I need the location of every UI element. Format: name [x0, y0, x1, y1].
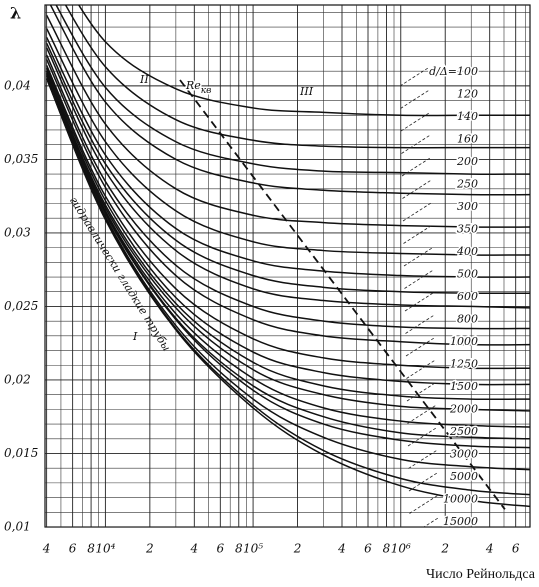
legend-label: 140 [457, 110, 478, 123]
curve [45, 47, 530, 309]
legend-label: 800 [457, 313, 478, 326]
curve [77, 5, 530, 117]
legend-label: 15000 [443, 515, 478, 528]
leader-line [404, 270, 433, 289]
boundary-label-main: Re [185, 79, 201, 92]
curve [45, 37, 530, 278]
legend-label: 500 [457, 268, 478, 281]
x-tick-label: 4 [42, 542, 51, 556]
y-tick-label: 0,04 [4, 78, 31, 92]
x-tick-label: 4 [189, 542, 198, 556]
x-tick-label: 8 [87, 542, 95, 556]
legend-label: 120 [457, 88, 478, 101]
zone-label: II [139, 73, 149, 86]
leader-line [402, 180, 431, 199]
plot-area [45, 5, 530, 527]
x-tick-label: 6 [216, 542, 224, 556]
legend-label: 10000 [443, 493, 478, 506]
curve [49, 5, 530, 196]
legend-label: 5000 [450, 470, 478, 483]
x-tick-label: 2 [440, 542, 449, 556]
curve [45, 70, 530, 401]
curve [64, 5, 530, 149]
boundary-line [179, 79, 506, 510]
leader-line [406, 382, 436, 402]
curve [45, 28, 530, 256]
y-tick-label: 0,03 [4, 225, 31, 239]
curve [45, 67, 530, 386]
leader-line [400, 112, 430, 132]
legend-label: 300 [457, 200, 478, 213]
curve [55, 5, 530, 175]
x-tick-label: 4 [485, 542, 494, 556]
curve [45, 72, 530, 412]
leader-line [399, 67, 429, 87]
x-tick-label: 4 [337, 542, 346, 556]
curve [45, 54, 530, 330]
leader-line [403, 225, 432, 244]
x-tick-label: 10⁴ [95, 542, 115, 556]
legend-label: 200 [456, 155, 478, 168]
x-tick-label: 6 [69, 542, 77, 556]
y-tick-label: 0,02 [4, 372, 31, 386]
leader-line [408, 450, 437, 469]
leader-line [400, 90, 429, 109]
zone-label: III [299, 85, 314, 98]
leader-line [401, 135, 430, 154]
leader-line [407, 427, 437, 447]
y-tick-label: 0,01 [4, 520, 31, 534]
curve [45, 14, 530, 228]
curve [45, 64, 530, 370]
zone-label: I [132, 330, 138, 343]
leader-line [405, 337, 435, 357]
legend-label: 1000 [450, 335, 478, 348]
legend-label: 3000 [450, 448, 478, 461]
curve [45, 75, 530, 449]
x-tick-label: 10⁶ [391, 542, 411, 556]
curve [45, 42, 530, 295]
x-tick-label: 2 [293, 542, 302, 556]
leader-line [402, 202, 432, 222]
leader-line [404, 292, 434, 312]
leader-line [406, 360, 435, 379]
x-tick-label: 6 [364, 542, 372, 556]
x-tick-label: 8 [383, 542, 391, 556]
legend-label: 2000 [449, 403, 478, 416]
y-axis-label: λ [10, 4, 21, 23]
leader-line [405, 315, 434, 334]
x-tick-label: 10⁵ [243, 542, 263, 556]
boundary-label-sub: кв [201, 86, 212, 96]
legend-label: 600 [457, 290, 478, 303]
legend-label: 160 [457, 133, 478, 146]
x-tick-label: 8 [235, 542, 243, 556]
y-tick-label: 0,035 [4, 152, 38, 166]
leader-line [403, 247, 433, 267]
curve [45, 59, 530, 346]
legend-label: 1500 [450, 380, 478, 393]
legend-label: 2500 [449, 425, 478, 438]
leader-line [408, 472, 438, 492]
legend-label: d/Δ=100 [429, 65, 478, 78]
x-axis-label: Число Рейнольдса [426, 567, 536, 582]
leader-line [409, 495, 438, 514]
legend-label: 350 [457, 223, 478, 236]
legend-label: 250 [456, 178, 478, 191]
leader-line [423, 517, 439, 527]
y-tick-label: 0,025 [4, 299, 38, 313]
boundary-label: Reкв [185, 79, 211, 96]
curve [45, 78, 530, 508]
leader-line [407, 405, 436, 424]
x-tick-label: 6 [512, 542, 520, 556]
leader-line [401, 157, 431, 177]
legend-label: 400 [456, 245, 478, 258]
legend-label: 1250 [450, 358, 478, 371]
x-tick-label: 2 [145, 542, 154, 556]
y-tick-label: 0,015 [4, 446, 38, 460]
